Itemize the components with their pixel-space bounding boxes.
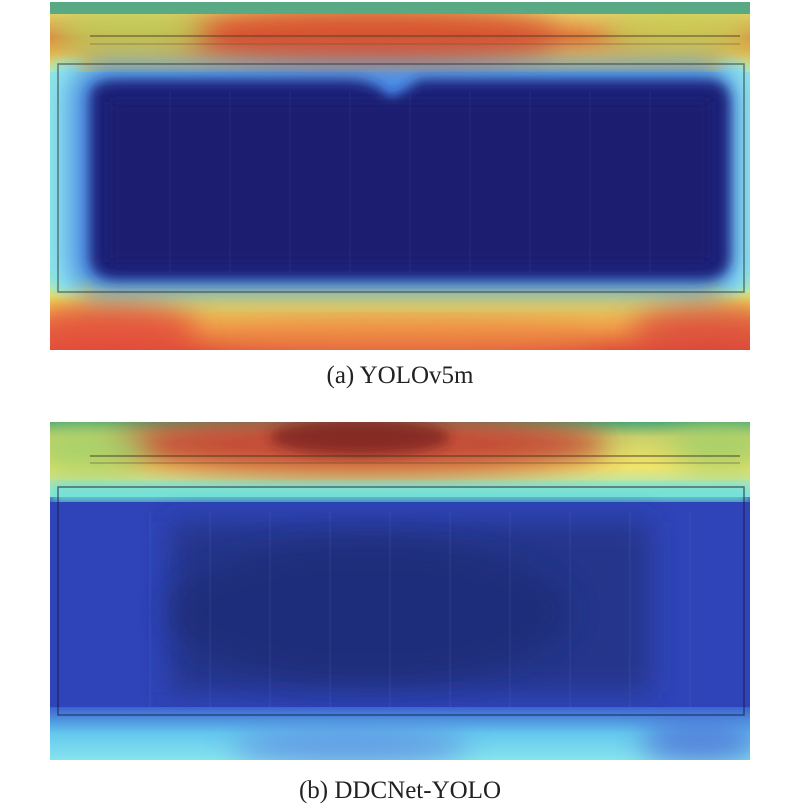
heatmap-b-image — [50, 422, 750, 760]
heatmap-panel-a — [50, 2, 750, 350]
heatmap-panel-b — [50, 422, 750, 760]
caption-b: (b) DDCNet-YOLO — [298, 777, 502, 804]
caption-a: (a) YOLOv5m — [326, 362, 474, 389]
heatmap-a-image — [50, 2, 750, 350]
